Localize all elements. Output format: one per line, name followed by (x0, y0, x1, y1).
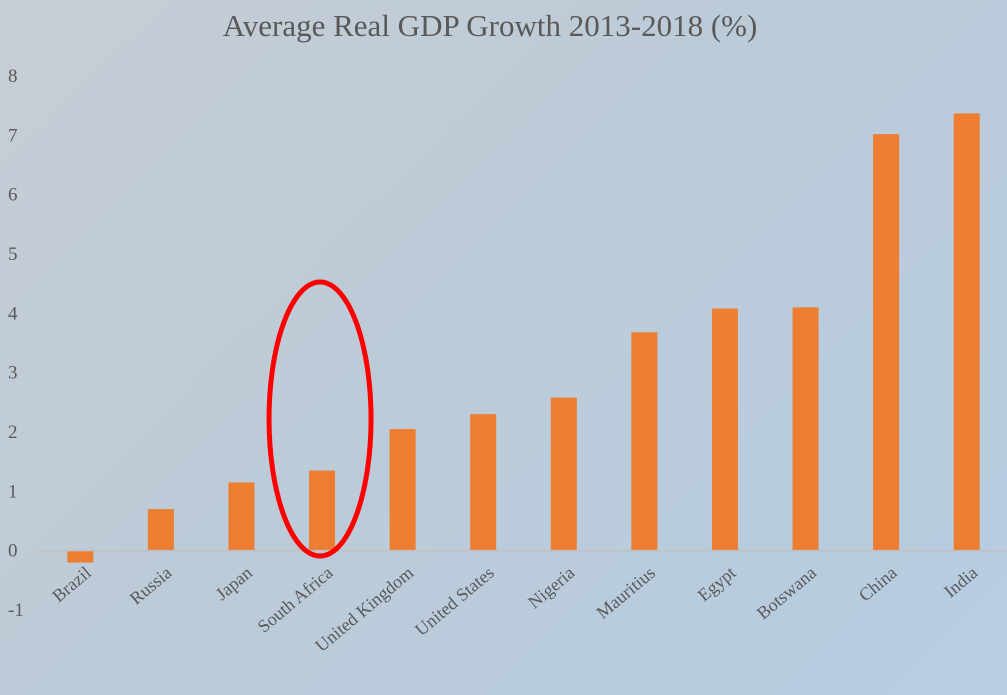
y-axis-ticks: 8 7 6 5 4 3 2 1 0 -1 (8, 66, 24, 621)
bar (470, 414, 497, 551)
x-tick-label: Nigeria (524, 562, 578, 612)
bar (550, 397, 577, 551)
y-tick-label: -1 (8, 600, 24, 621)
y-tick-label: 4 (8, 303, 18, 324)
highlight-ellipse (266, 279, 374, 559)
bar (873, 134, 900, 551)
y-tick-label: 6 (8, 185, 18, 206)
x-tick-label: Brazil (48, 562, 95, 606)
bar (792, 307, 819, 551)
y-tick-label: 7 (8, 125, 18, 146)
x-tick-label: Botswana (753, 562, 820, 623)
bar (147, 509, 174, 551)
x-tick-label: Egypt (694, 562, 740, 605)
bar (711, 308, 738, 551)
bar (389, 429, 416, 551)
x-tick-label: Russia (126, 562, 176, 608)
x-tick-label: Mauritius (592, 562, 658, 622)
y-tick-label: 2 (8, 422, 18, 443)
y-tick-label: 0 (8, 541, 18, 562)
bar (309, 470, 336, 551)
y-tick-label: 8 (8, 66, 18, 87)
x-tick-label: South Africa (254, 562, 337, 636)
bar (631, 332, 658, 551)
bar (953, 113, 980, 551)
x-tick-label: China (855, 562, 901, 605)
bars (67, 113, 980, 563)
x-tick-label: Japan (212, 562, 256, 604)
y-tick-label: 3 (8, 363, 18, 384)
bar (228, 482, 255, 551)
x-tick-label: India (940, 562, 981, 601)
chart-title: Average Real GDP Growth 2013-2018 (%) (223, 8, 758, 43)
x-tick-label: United States (411, 562, 498, 639)
y-tick-label: 1 (8, 481, 18, 502)
y-tick-label: 5 (8, 244, 18, 265)
bar (67, 550, 94, 563)
